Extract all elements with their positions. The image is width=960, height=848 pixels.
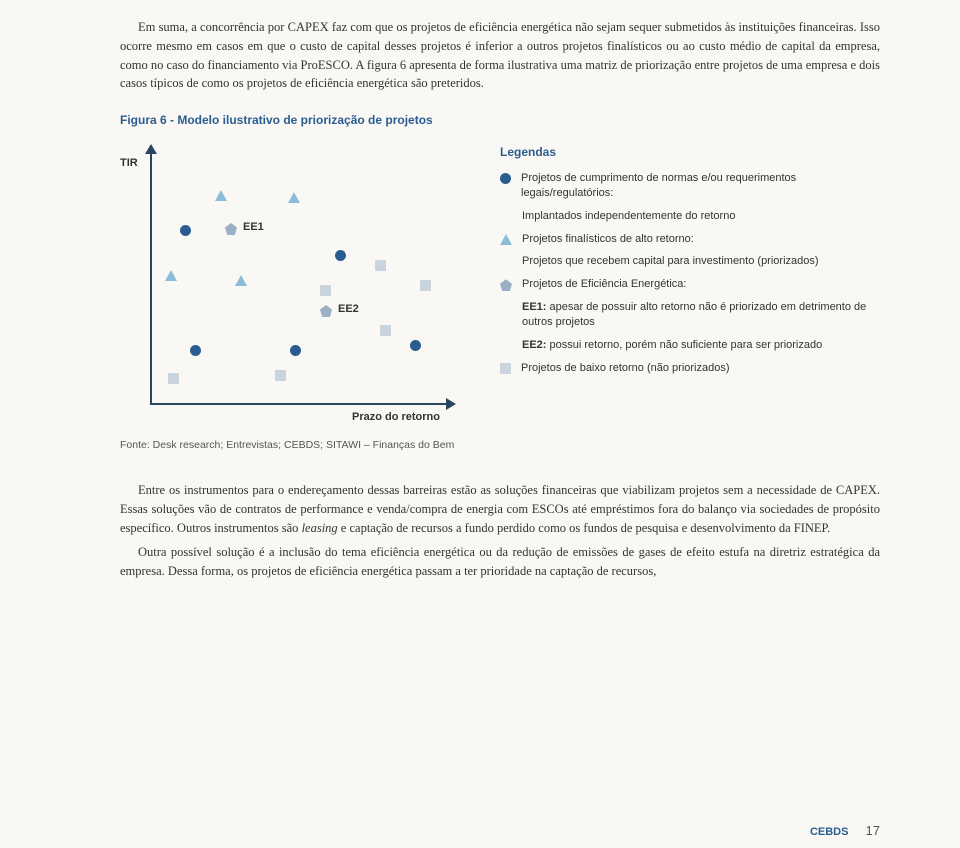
figure-title: Figura 6 - Modelo ilustrativo de prioriz… (120, 113, 880, 127)
paragraph-3: Outra possível solução é a inclusão do t… (120, 543, 880, 581)
square-point (320, 285, 331, 296)
square-point (275, 370, 286, 381)
circle-point (410, 340, 421, 351)
square-point (380, 325, 391, 336)
legend-item-pentagon: Projetos de Eficiência Energética: (500, 277, 880, 292)
paragraph-1: Em suma, a concorrência por CAPEX faz co… (120, 18, 880, 93)
ee1-label: EE1 (243, 221, 264, 233)
legend-sub-3b: EE2: possui retorno, porém não suficient… (522, 338, 880, 353)
legend-item-circle: Projetos de cumprimento de normas e/ou r… (500, 171, 880, 201)
legend-text-4: Projetos de baixo retorno (não priorizad… (521, 361, 730, 376)
triangle-icon (500, 234, 512, 245)
legend: Legendas Projetos de cumprimento de norm… (500, 145, 880, 425)
circle-point (190, 345, 201, 356)
legend-sub-2: Projetos que recebem capital para invest… (522, 254, 880, 269)
legend-item-square: Projetos de baixo retorno (não priorizad… (500, 361, 880, 376)
triangle-point (165, 270, 177, 281)
arrow-right-icon (446, 398, 456, 410)
footer-brand: CEBDS (810, 826, 849, 838)
legend-item-triangle: Projetos finalísticos de alto retorno: (500, 232, 880, 247)
circle-point (335, 250, 346, 261)
circle-point (180, 225, 191, 236)
square-point (168, 373, 179, 384)
x-axis (150, 403, 450, 405)
legend-text-2: Projetos finalísticos de alto retorno: (522, 232, 694, 247)
figure-6: TIR Prazo do retorno EE1 EE2 Legendas Pr… (120, 145, 880, 425)
triangle-point (235, 275, 247, 286)
scatter-chart: TIR Prazo do retorno EE1 EE2 (120, 145, 470, 425)
pentagon-point (320, 305, 332, 317)
paragraph-2: Entre os instrumentos para o endereçamen… (120, 481, 880, 537)
pentagon-point (225, 223, 237, 235)
x-axis-label: Prazo do retorno (352, 411, 440, 423)
circle-point (290, 345, 301, 356)
square-point (375, 260, 386, 271)
y-axis (150, 150, 152, 405)
page-footer: CEBDS 17 (810, 823, 880, 838)
footer-page-number: 17 (866, 823, 880, 838)
legend-text-3: Projetos de Eficiência Energética: (522, 277, 686, 292)
triangle-point (215, 190, 227, 201)
figure-source: Fonte: Desk research; Entrevistas; CEBDS… (120, 439, 880, 451)
legend-title: Legendas (500, 145, 880, 159)
square-icon (500, 363, 511, 374)
square-point (420, 280, 431, 291)
y-axis-label: TIR (120, 157, 138, 169)
circle-icon (500, 173, 511, 184)
ee2-label: EE2 (338, 303, 359, 315)
pentagon-icon (500, 279, 512, 291)
legend-sub-3a: EE1: apesar de possuir alto retorno não … (522, 300, 880, 330)
triangle-point (288, 192, 300, 203)
legend-sub-1: Implantados independentemente do retorno (522, 209, 880, 224)
legend-text-1: Projetos de cumprimento de normas e/ou r… (521, 171, 880, 201)
